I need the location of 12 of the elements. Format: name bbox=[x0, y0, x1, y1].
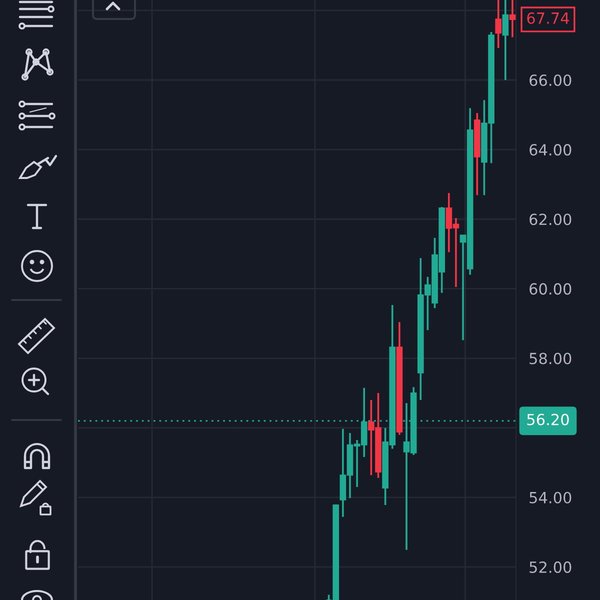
y-tick-label: 54.00 bbox=[530, 492, 572, 504]
text: 67.74 bbox=[527, 12, 569, 24]
candlestick bbox=[495, 0, 502, 49]
candlestick bbox=[502, 0, 509, 81]
y-tick-label: 66.00 bbox=[530, 74, 572, 86]
y-tick-label: 62.00 bbox=[530, 214, 572, 226]
ref-line-label: 56.20 bbox=[527, 414, 569, 426]
y-tick-label: 60.00 bbox=[530, 283, 572, 295]
y-tick-label: 52.00 bbox=[530, 561, 572, 573]
y-tick-label: 64.00 bbox=[530, 144, 572, 156]
candlestick bbox=[509, 0, 516, 38]
y-tick-label: 58.00 bbox=[530, 352, 572, 364]
